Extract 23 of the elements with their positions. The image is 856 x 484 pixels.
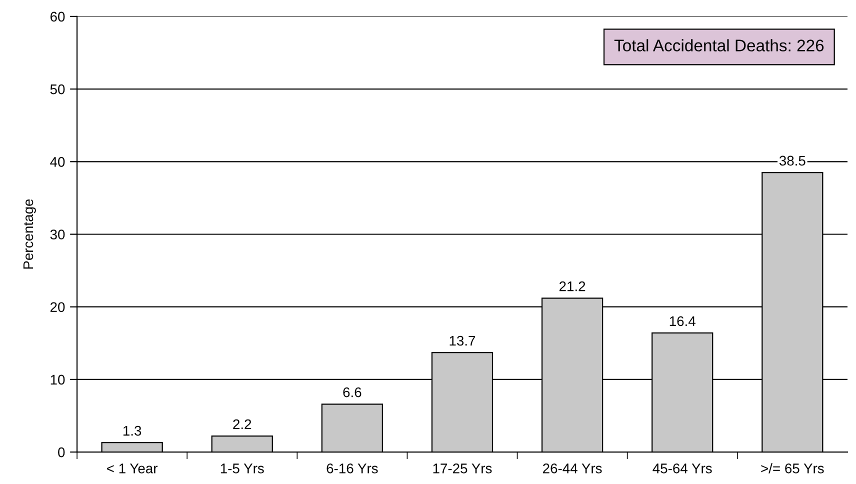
y-tick-label: 60	[50, 12, 65, 22]
x-tick-label: 45-64 Yrs	[652, 464, 712, 474]
y-tick-label: 30	[50, 230, 65, 240]
data-label: 16.4	[670, 316, 696, 326]
y-tick-label: 20	[50, 302, 65, 312]
y-tick-label: 50	[50, 84, 65, 94]
data-label: 2.2	[233, 419, 252, 430]
data-label: 38.5	[779, 156, 806, 166]
data-label: 1.3	[123, 426, 142, 436]
x-tick-label: 26-44 Yrs	[543, 464, 602, 474]
annotation: Total Accidental Deaths: 226	[614, 39, 824, 52]
data-label: 6.6	[343, 387, 362, 398]
x-tick-label: < 1 Year	[107, 464, 158, 474]
y-tick-label: 40	[50, 156, 65, 167]
y-tick-label: 0	[58, 447, 65, 458]
x-tick-label: 6-16 Yrs	[326, 464, 378, 474]
data-label: 13.7	[450, 336, 476, 346]
x-tick-label: >/= 65 Yrs	[761, 463, 824, 474]
y-tick-label: 10	[50, 374, 65, 385]
x-tick-label: 17-25 Yrs	[433, 464, 492, 474]
x-tick-label: 1-5 Yrs	[220, 464, 264, 474]
y-axis-title: Percentage	[23, 199, 36, 269]
data-label: 21.2	[559, 281, 586, 292]
